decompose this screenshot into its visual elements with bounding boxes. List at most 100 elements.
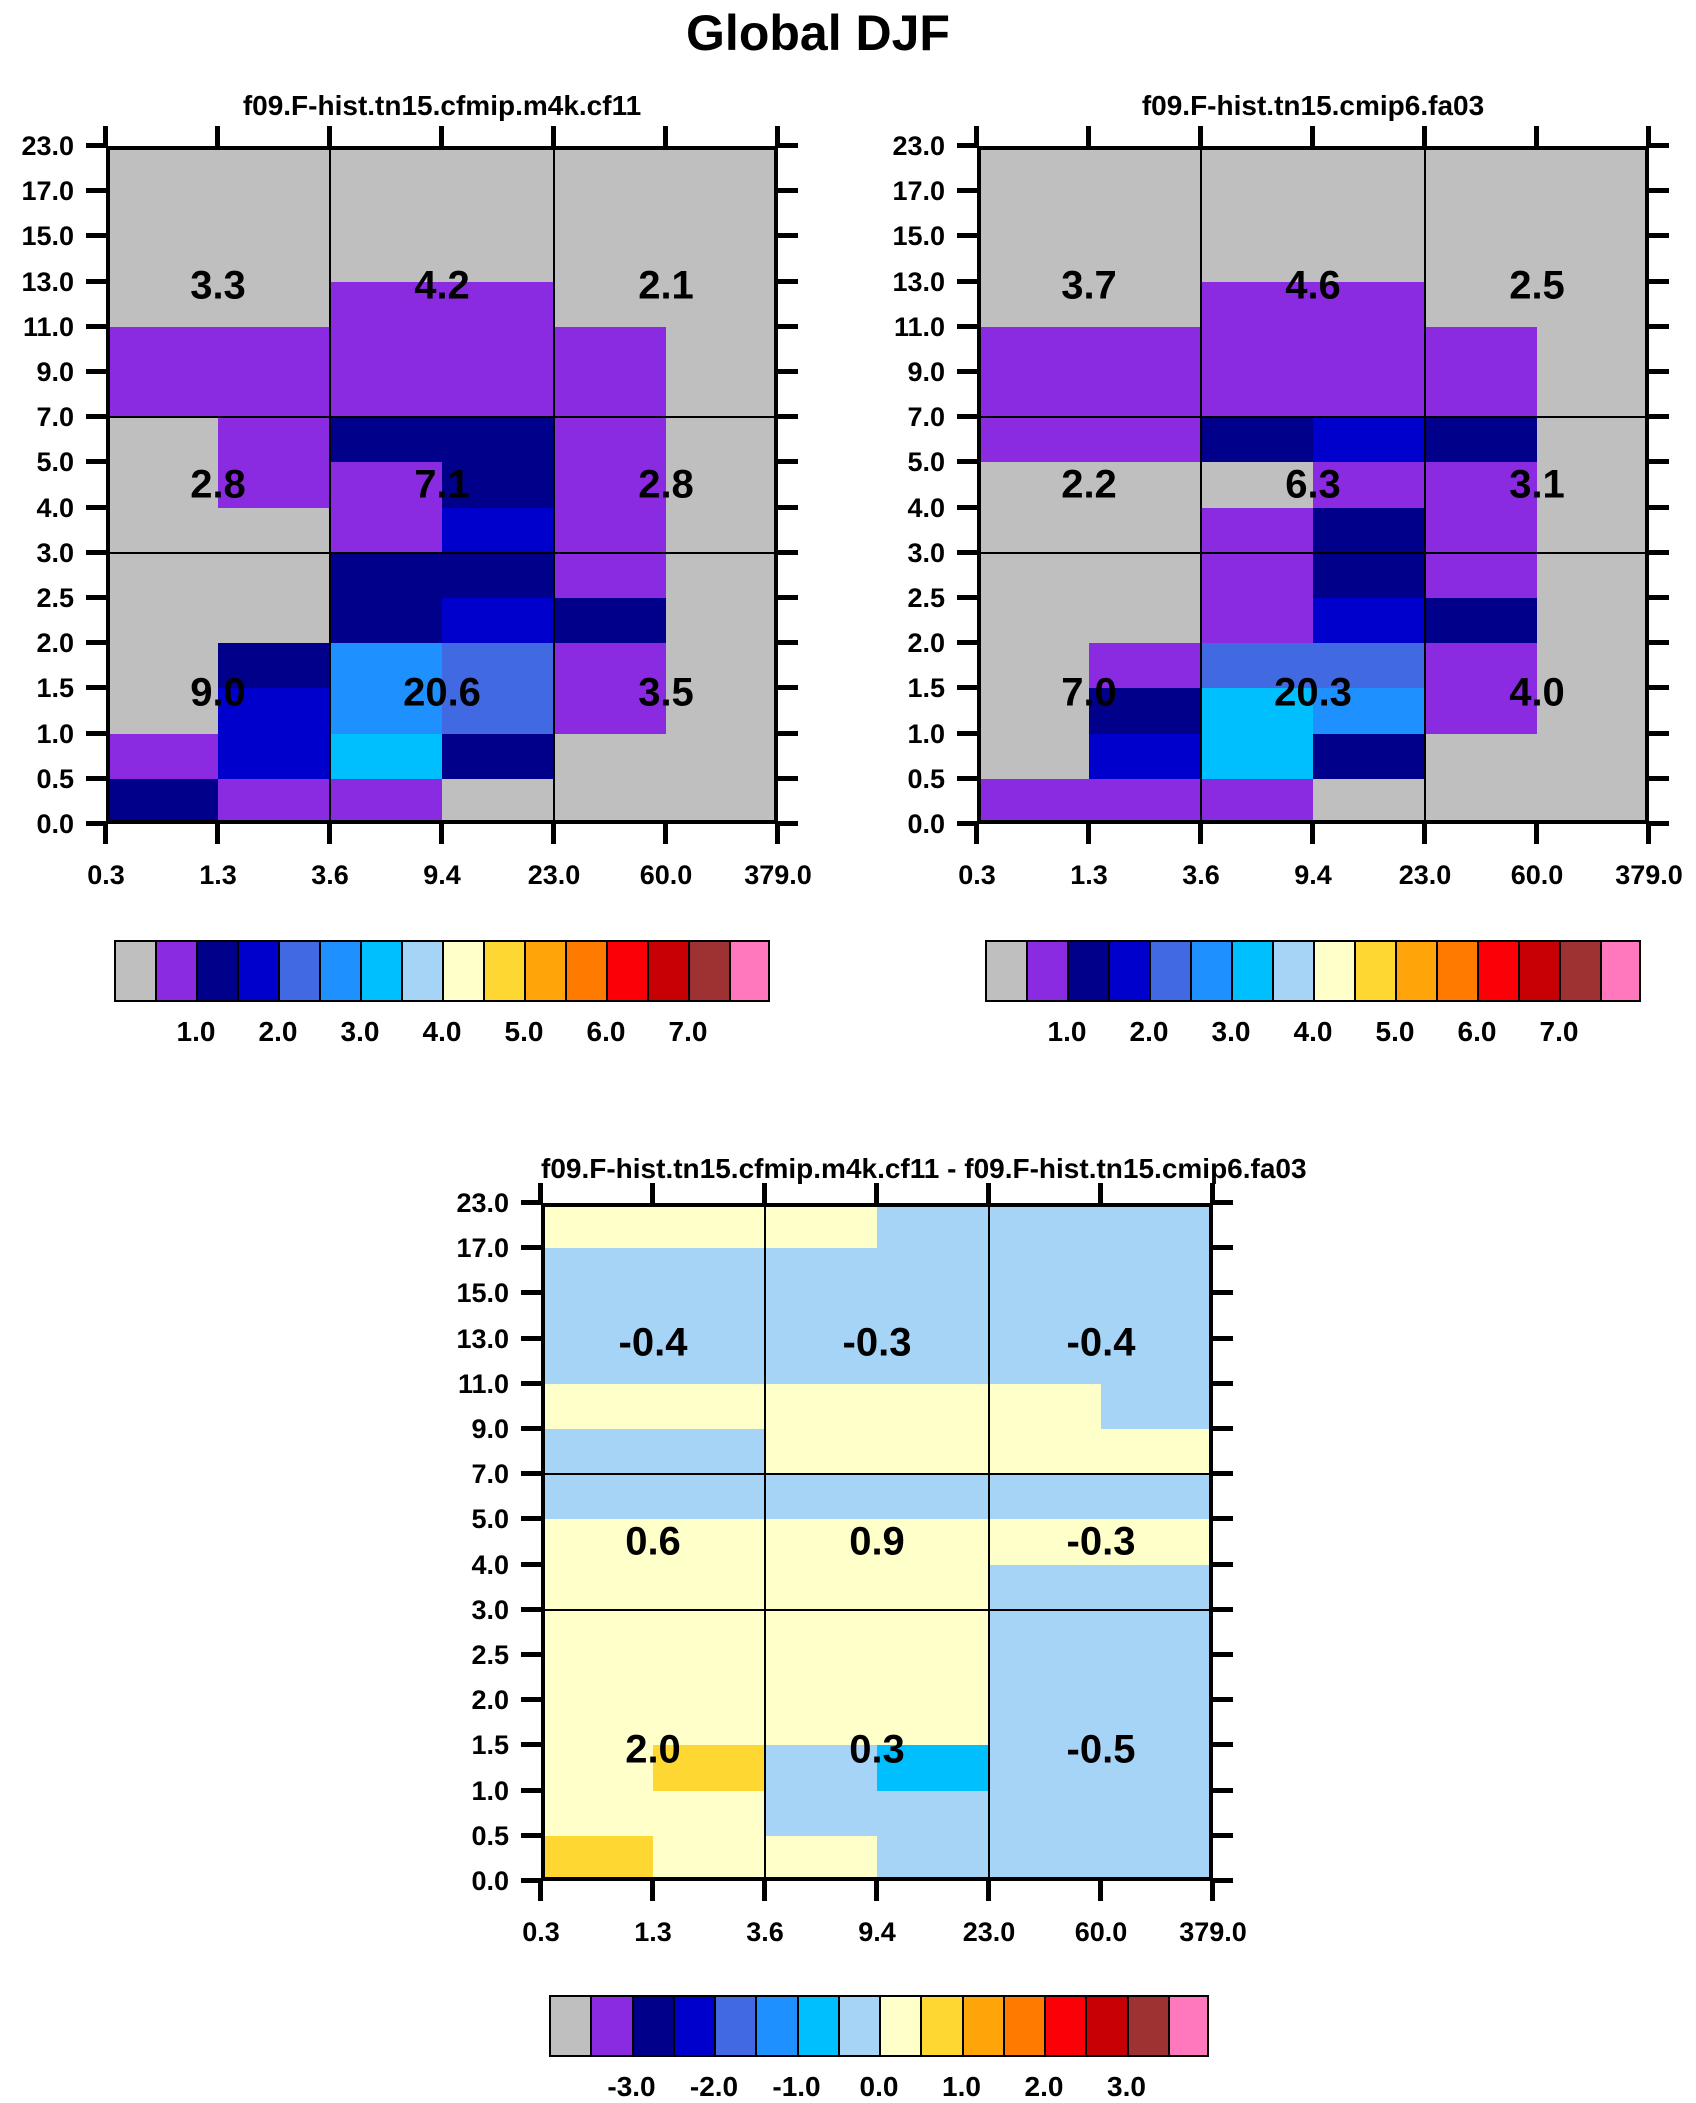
y-axis-tick — [1649, 324, 1669, 329]
y-tick-label: 17.0 — [456, 1233, 509, 1263]
heatmap-cell — [765, 1293, 878, 1340]
heatmap-cell — [330, 281, 443, 328]
heatmap-cell — [877, 1835, 990, 1881]
heatmap-cell — [989, 1564, 1102, 1611]
x-axis-tick — [1210, 1881, 1215, 1901]
y-axis-tick — [1213, 1516, 1233, 1521]
y-axis-tick — [957, 143, 977, 148]
heatmap-cell — [330, 191, 443, 238]
heatmap-cell — [989, 1835, 1102, 1881]
heatmap-cell — [666, 146, 778, 193]
x-axis-tick — [650, 1183, 655, 1203]
heatmap-cell — [977, 778, 1090, 824]
y-axis-tick — [521, 1381, 541, 1386]
y-axis-tick — [1213, 1381, 1233, 1386]
y-tick-label: 23.0 — [21, 131, 74, 161]
y-tick-label: 11.0 — [457, 1369, 509, 1399]
y-axis-tick — [1213, 1607, 1233, 1612]
y-tick-label: 2.5 — [907, 583, 945, 613]
heatmap-cell — [653, 1835, 766, 1881]
heatmap-cell — [541, 1474, 654, 1521]
heatmap-cell — [1425, 643, 1538, 690]
colorbar-swatch — [631, 1995, 675, 2057]
heatmap-cell — [765, 1429, 878, 1476]
heatmap-cell — [554, 598, 667, 645]
heatmap-cell — [106, 236, 219, 283]
y-tick-label: 13.0 — [892, 267, 945, 297]
heatmap-cell — [1201, 236, 1314, 283]
region-value: 7.1 — [414, 462, 470, 507]
x-axis-tick — [1422, 126, 1427, 146]
heatmap-cell — [1089, 733, 1202, 780]
heatmap-cell — [1201, 372, 1314, 419]
heatmap-cell — [653, 1790, 766, 1837]
y-tick-label: 3.0 — [36, 538, 74, 568]
heatmap-cell — [330, 236, 443, 283]
y-axis-tick — [1213, 1290, 1233, 1295]
y-axis-tick — [1649, 731, 1669, 736]
heatmap-cell — [1313, 372, 1426, 419]
colorbar-swatch — [1149, 940, 1192, 1002]
heatmap-cell — [1313, 462, 1426, 509]
heatmap-cell — [1313, 281, 1426, 328]
heatmap-cell — [977, 733, 1090, 780]
colorbar-tick-label: 5.0 — [504, 1016, 544, 1047]
y-axis-tick — [1649, 550, 1669, 555]
heatmap-cell — [1425, 552, 1538, 599]
heatmap-cell — [1313, 326, 1426, 373]
heatmap-cell — [1089, 191, 1202, 238]
x-axis-tick — [1198, 126, 1203, 146]
x-tick-label: 3.6 — [746, 1917, 784, 1947]
heatmap-cell — [1537, 191, 1649, 238]
colorbar-tick-label: 3.0 — [1107, 2071, 1146, 2102]
x-axis-tick — [650, 1881, 655, 1901]
y-axis-tick — [1213, 1697, 1233, 1702]
y-axis-tick — [957, 550, 977, 555]
x-axis-tick — [986, 1881, 991, 1901]
heatmap-cell — [1425, 778, 1538, 824]
y-axis-tick — [86, 731, 106, 736]
heatmap-cell — [1089, 643, 1202, 690]
heatmap-cell — [218, 552, 331, 599]
heatmap-cell — [877, 1203, 990, 1250]
y-axis-tick — [521, 1833, 541, 1838]
y-axis-tick — [1649, 505, 1669, 510]
heatmap-cell — [1313, 598, 1426, 645]
heatmap-cell — [554, 417, 667, 464]
x-tick-label: 1.3 — [1070, 860, 1108, 890]
heatmap-cell — [989, 1609, 1102, 1656]
heatmap-cell — [666, 643, 778, 690]
colorbar-swatch — [524, 940, 567, 1002]
heatmap-cell — [1425, 688, 1538, 735]
colorbar-swatch — [1026, 940, 1069, 1002]
heatmap-cell — [977, 417, 1090, 464]
colorbar-tick-label: 1.0 — [1047, 1016, 1087, 1047]
heatmap-cell — [989, 1248, 1102, 1295]
y-tick-label: 0.0 — [36, 809, 74, 839]
colorbar-swatch — [237, 940, 280, 1002]
x-tick-label: 379.0 — [1179, 1917, 1247, 1947]
region-value: 3.3 — [190, 263, 246, 308]
heatmap-cell — [977, 507, 1090, 554]
colorbar-tick-label: 2.0 — [258, 1016, 298, 1047]
y-axis-tick — [1213, 1245, 1233, 1250]
x-axis-tick — [1534, 824, 1539, 844]
x-axis-tick — [1098, 1881, 1103, 1901]
y-tick-label: 0.5 — [471, 1821, 509, 1851]
x-axis-tick — [439, 824, 444, 844]
x-tick-label: 0.3 — [522, 1917, 560, 1947]
y-axis-tick — [521, 1516, 541, 1521]
colorbar-swatch — [278, 940, 321, 1002]
heatmap-cell — [1201, 462, 1314, 509]
x-axis-tick — [538, 1881, 543, 1901]
x-axis-tick — [1646, 824, 1651, 844]
heatmap-cell — [554, 236, 667, 283]
colorbar-swatch — [1518, 940, 1561, 1002]
heatmap-cell — [1537, 643, 1649, 690]
heatmap-cell — [1101, 1790, 1213, 1837]
heatmap-cell — [1089, 462, 1202, 509]
region-value: 4.0 — [1509, 670, 1565, 715]
heatmap-cell — [1537, 688, 1649, 735]
x-axis-tick — [1310, 824, 1315, 844]
region-value: 2.2 — [1061, 462, 1117, 507]
